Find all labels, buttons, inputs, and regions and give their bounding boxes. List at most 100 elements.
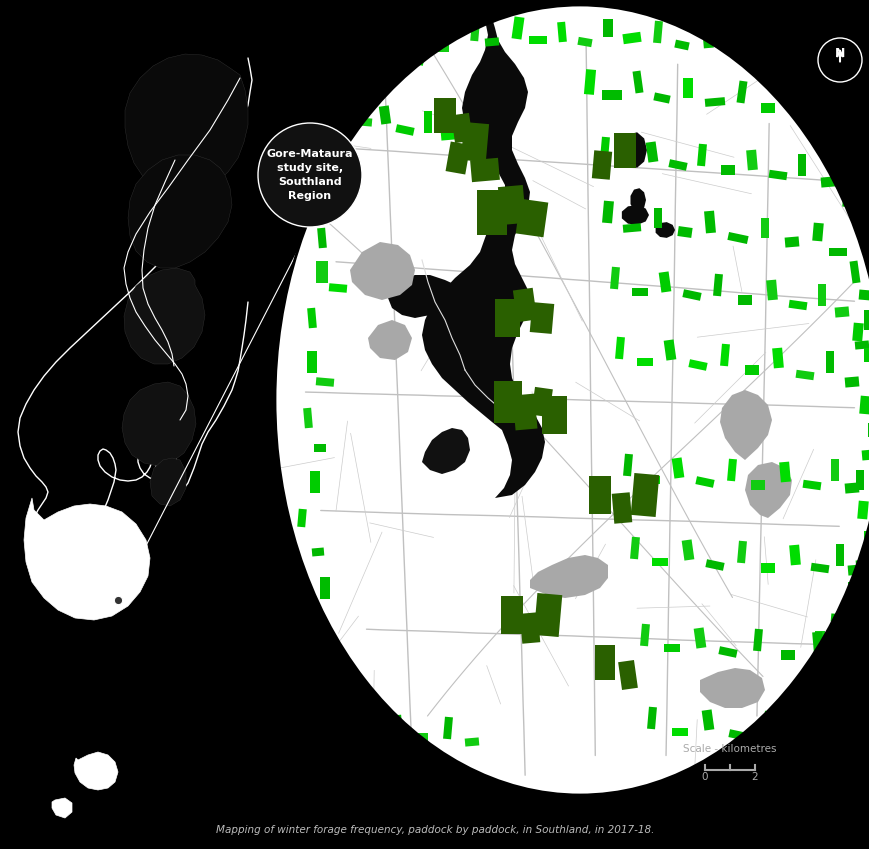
Polygon shape (681, 290, 700, 301)
Polygon shape (346, 98, 354, 118)
Polygon shape (528, 36, 547, 44)
Polygon shape (682, 78, 693, 98)
Polygon shape (860, 449, 869, 460)
Polygon shape (529, 302, 554, 334)
Polygon shape (673, 40, 689, 50)
Polygon shape (614, 337, 624, 359)
Polygon shape (867, 423, 869, 437)
Polygon shape (837, 81, 845, 95)
Polygon shape (529, 555, 607, 598)
Polygon shape (494, 381, 521, 423)
Polygon shape (833, 306, 848, 318)
Polygon shape (124, 268, 205, 364)
Polygon shape (853, 340, 868, 350)
Polygon shape (812, 632, 823, 652)
Polygon shape (617, 660, 637, 690)
Polygon shape (677, 226, 692, 238)
Polygon shape (464, 738, 479, 746)
Polygon shape (149, 458, 186, 506)
Polygon shape (830, 459, 838, 481)
Polygon shape (718, 646, 737, 658)
Polygon shape (762, 711, 772, 734)
Polygon shape (328, 284, 347, 293)
Polygon shape (863, 348, 869, 362)
Polygon shape (461, 122, 488, 162)
Polygon shape (726, 458, 736, 481)
Polygon shape (421, 428, 469, 474)
Polygon shape (848, 261, 859, 284)
Polygon shape (314, 444, 326, 452)
Polygon shape (629, 537, 640, 559)
Polygon shape (819, 177, 834, 188)
Polygon shape (736, 541, 746, 563)
Polygon shape (609, 267, 620, 290)
Polygon shape (442, 717, 453, 739)
Polygon shape (325, 197, 344, 207)
Polygon shape (713, 273, 722, 296)
Ellipse shape (275, 5, 869, 795)
Polygon shape (317, 228, 327, 248)
Polygon shape (315, 377, 334, 387)
Polygon shape (484, 37, 499, 47)
Polygon shape (760, 218, 768, 238)
Polygon shape (24, 498, 149, 620)
Polygon shape (621, 205, 648, 225)
Polygon shape (844, 482, 859, 493)
Polygon shape (835, 544, 843, 566)
Polygon shape (852, 323, 863, 341)
Polygon shape (309, 471, 320, 493)
Polygon shape (671, 728, 687, 736)
Polygon shape (855, 470, 863, 490)
Polygon shape (125, 54, 248, 196)
Polygon shape (512, 394, 537, 430)
Polygon shape (623, 132, 647, 168)
Polygon shape (756, 31, 766, 53)
Polygon shape (701, 710, 713, 731)
Polygon shape (600, 137, 609, 160)
Polygon shape (760, 103, 774, 113)
Polygon shape (556, 22, 567, 42)
Polygon shape (653, 208, 661, 228)
Polygon shape (636, 358, 653, 366)
Polygon shape (378, 105, 391, 125)
Polygon shape (380, 34, 389, 56)
Polygon shape (357, 117, 372, 127)
Polygon shape (750, 480, 764, 490)
Polygon shape (445, 142, 470, 175)
Text: Scale - kilometres: Scale - kilometres (682, 744, 776, 754)
Polygon shape (341, 675, 348, 695)
Polygon shape (594, 644, 614, 679)
Polygon shape (720, 344, 729, 366)
Polygon shape (772, 347, 783, 368)
Text: 2: 2 (751, 772, 758, 782)
Polygon shape (726, 232, 747, 244)
Text: Gore-Mataura
study site,
Southland
Region: Gore-Mataura study site, Southland Regio… (267, 149, 353, 201)
Polygon shape (423, 111, 432, 133)
Polygon shape (421, 10, 544, 498)
Polygon shape (814, 631, 824, 649)
Polygon shape (320, 168, 329, 196)
Polygon shape (701, 28, 713, 48)
Polygon shape (632, 70, 643, 93)
Polygon shape (663, 644, 680, 652)
Polygon shape (388, 275, 472, 318)
Polygon shape (844, 376, 859, 388)
Polygon shape (851, 143, 863, 153)
Polygon shape (653, 93, 670, 104)
Polygon shape (577, 37, 592, 48)
Polygon shape (790, 733, 804, 743)
Polygon shape (302, 408, 313, 428)
Polygon shape (671, 458, 684, 479)
Polygon shape (307, 351, 316, 373)
Polygon shape (602, 19, 613, 37)
Polygon shape (611, 492, 632, 524)
Polygon shape (630, 473, 659, 517)
Text: N: N (834, 47, 844, 60)
Polygon shape (74, 752, 118, 790)
Polygon shape (828, 248, 846, 256)
Polygon shape (663, 340, 675, 361)
Polygon shape (519, 612, 540, 644)
Polygon shape (469, 23, 479, 42)
Polygon shape (766, 279, 777, 301)
Polygon shape (788, 88, 799, 108)
